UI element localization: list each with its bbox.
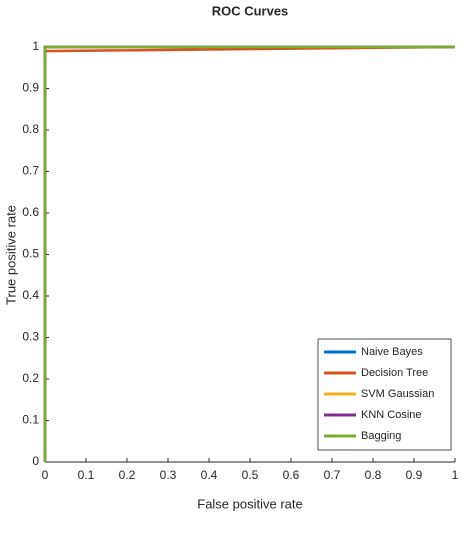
y-tick-label: 0.8 xyxy=(22,122,39,136)
y-tick-label: 0.3 xyxy=(22,330,39,344)
y-tick-label: 1 xyxy=(32,39,39,53)
x-tick-label: 0.5 xyxy=(242,468,259,482)
x-tick-label: 0.6 xyxy=(283,468,300,482)
y-tick-label: 0.9 xyxy=(22,81,39,95)
x-tick-label: 0.9 xyxy=(406,468,423,482)
x-tick-label: 0 xyxy=(42,468,49,482)
y-tick-label: 0.4 xyxy=(22,288,39,302)
x-tick-label: 1 xyxy=(452,468,459,482)
y-tick-label: 0.5 xyxy=(22,247,39,261)
legend-label: SVM Gaussian xyxy=(361,388,434,400)
chart-title: ROC Curves xyxy=(212,3,289,18)
x-tick-label: 0.8 xyxy=(365,468,382,482)
y-tick-label: 0.1 xyxy=(22,413,39,427)
legend: Naive Bayes Decision Tree SVM Gaussian KNN … xyxy=(317,338,452,451)
y-tick-label: 0 xyxy=(32,454,39,468)
legend-label: KNN Cosine xyxy=(361,409,422,421)
roc-line xyxy=(43,45,455,462)
legend-label: Bagging xyxy=(361,430,401,442)
x-tick-label: 0.2 xyxy=(119,468,136,482)
y-tick-label: 0.2 xyxy=(22,371,39,385)
x-tick-label: 0.7 xyxy=(324,468,341,482)
x-tick-label: 0.3 xyxy=(160,468,177,482)
y-axis-label: True positive rate xyxy=(3,205,18,305)
y-tick-label: 0.7 xyxy=(22,164,39,178)
x-tick-label: 0.4 xyxy=(201,468,218,482)
y-tick-label: 0.6 xyxy=(22,205,39,219)
x-axis-label: False positive rate xyxy=(197,496,303,511)
x-tick-label: 0.1 xyxy=(78,468,95,482)
legend-label: Decision Tree xyxy=(361,367,428,379)
legend-label: Naive Bayes xyxy=(361,346,423,358)
